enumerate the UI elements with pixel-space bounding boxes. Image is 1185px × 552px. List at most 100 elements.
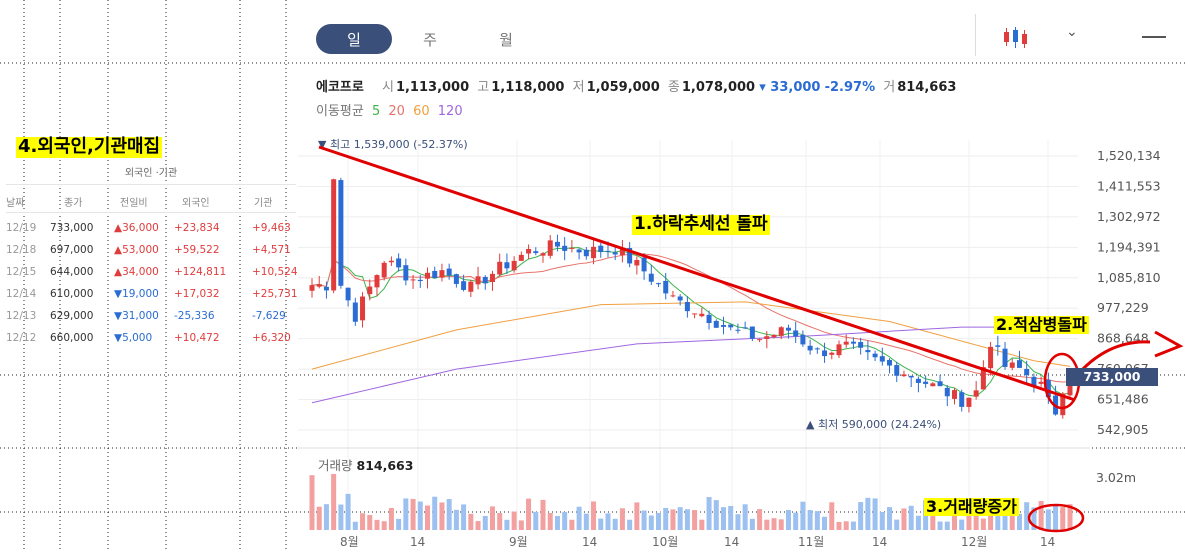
tab-day[interactable]: 일: [316, 24, 392, 54]
candle: [800, 334, 806, 345]
candle: [634, 260, 640, 266]
chevron-down-icon[interactable]: ⌄: [1066, 24, 1078, 40]
candle: [504, 262, 510, 269]
candle: [872, 353, 878, 358]
volume-bar: [554, 516, 560, 530]
ma-5[interactable]: 5: [371, 104, 381, 119]
low-label: 저: [572, 80, 585, 95]
candle: [959, 392, 965, 407]
candle: [850, 341, 856, 344]
candle: [778, 327, 784, 336]
volume-label: 거: [883, 80, 896, 95]
volume-bar: [995, 516, 1001, 530]
row-inst: +10,524: [252, 266, 298, 278]
candle: [627, 248, 633, 264]
row-foreign: +10,472: [174, 332, 220, 344]
candle: [547, 240, 553, 256]
volume-bar: [937, 521, 943, 530]
volume-bar: [728, 505, 734, 530]
volume-bar: [504, 519, 510, 530]
ma-60[interactable]: 60: [413, 104, 430, 119]
open-label: 시: [381, 80, 394, 95]
high-value: 1,118,000: [491, 80, 565, 95]
candle: [684, 301, 690, 312]
volume-bar: [396, 518, 402, 530]
volume-bar: [807, 510, 813, 530]
ma-120[interactable]: 120: [437, 104, 463, 119]
ma120-line: [311, 326, 1070, 404]
ma20-line: [311, 253, 1071, 383]
volume-bar: [410, 498, 416, 530]
annotation-investor: 4.외국인,기관매집: [16, 136, 163, 158]
candle: [352, 302, 358, 322]
candle: [937, 381, 943, 387]
candle: [706, 314, 712, 324]
x-tick-label: 11월: [798, 535, 824, 549]
high-label: 고: [477, 80, 490, 95]
menu-icon[interactable]: [1142, 36, 1166, 38]
header-date: 날짜: [6, 198, 25, 209]
candle: [1016, 360, 1022, 368]
row-date: 12/18: [6, 244, 37, 256]
row-date: 12/12: [6, 332, 37, 344]
highlight-circle: [1027, 503, 1085, 533]
ma-20[interactable]: 20: [388, 104, 405, 119]
annotation-breakout: 1.하락추세선 돌파: [632, 214, 770, 235]
row-foreign: +23,834: [174, 222, 220, 234]
volume-bar: [706, 497, 712, 530]
table-row: 12/19 733,000 ▲36,000 +23,834 +9,463: [6, 222, 296, 240]
volume-bar: [988, 506, 994, 530]
candle: [901, 374, 907, 377]
investor-table-title: 외국인 ·기관: [124, 168, 178, 179]
row-close: 644,000: [50, 266, 94, 278]
candle: [1002, 348, 1008, 367]
volume-bar: [367, 515, 373, 530]
volume-bar: [641, 510, 647, 530]
volume-bar: [887, 507, 893, 530]
candle: [1009, 362, 1015, 368]
volume-bar: [1045, 509, 1051, 530]
candle: [345, 287, 351, 301]
divider: [6, 212, 296, 213]
row-inst: +25,731: [252, 288, 298, 300]
volume-bar: [699, 519, 705, 530]
header-foreign: 외국인: [182, 198, 210, 209]
volume-bar: [670, 509, 676, 530]
candle: [554, 241, 560, 247]
volume-bar: [1053, 504, 1059, 530]
table-row: 12/15 644,000 ▲34,000 +124,811 +10,524: [6, 266, 298, 284]
candlestick-icon[interactable]: [1000, 26, 1036, 50]
x-tick-label: 14: [1040, 535, 1055, 549]
tab-week[interactable]: 주: [423, 30, 437, 49]
candle: [923, 381, 929, 384]
candle: [388, 260, 394, 263]
arrow-shaft: [1078, 340, 1151, 374]
volume-panel-value: 814,663: [356, 458, 414, 473]
row-date: 12/14: [6, 288, 37, 300]
volume-bar: [749, 518, 755, 530]
volume-bar: [309, 475, 315, 530]
y-tick-label: 1,194,391: [1097, 239, 1161, 254]
candle: [518, 254, 524, 261]
change-value: ▾ 33,000: [759, 80, 821, 95]
volume-bar: [720, 507, 726, 530]
tab-month[interactable]: 월: [499, 30, 513, 49]
volume-bar: [468, 513, 474, 530]
volume-bar: [648, 515, 654, 530]
row-change: ▼5,000: [114, 332, 153, 344]
volume-title: 거래량: [318, 458, 353, 473]
volume-bar: [562, 512, 568, 530]
candle: [656, 283, 662, 285]
volume-bar: [540, 499, 546, 530]
volume-bar: [489, 506, 495, 530]
volume-bar: [511, 511, 517, 530]
table-header: 날짜 종가 전일비 외국인 기관: [6, 194, 296, 212]
candle: [1038, 381, 1044, 384]
volume-bar: [684, 509, 690, 530]
toolbar-divider: [975, 14, 976, 56]
volume-bar: [345, 493, 351, 530]
y-tick-label: 977,229: [1097, 300, 1149, 315]
volume-bar: [757, 509, 763, 530]
header-close: 종가: [64, 198, 83, 209]
